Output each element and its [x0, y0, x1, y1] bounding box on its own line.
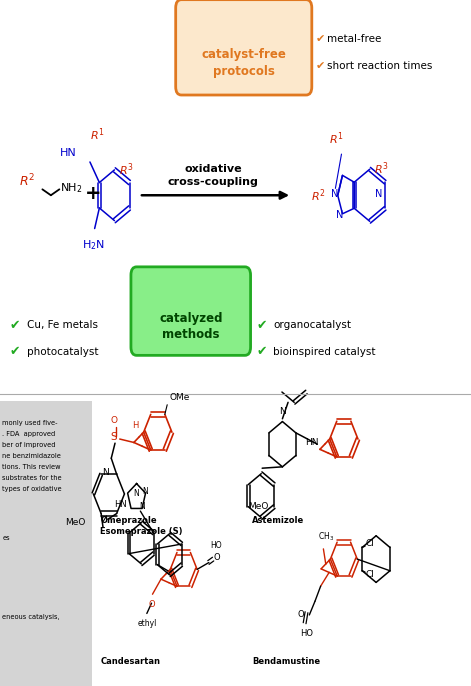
Text: O: O [148, 600, 155, 608]
Text: Bendamustine: Bendamustine [252, 657, 320, 665]
Text: O: O [214, 552, 220, 562]
Text: . FDA  approved: . FDA approved [2, 431, 56, 437]
Text: eneous catalysis,: eneous catalysis, [2, 614, 60, 620]
Text: es: es [2, 535, 10, 541]
Text: NH$_2$: NH$_2$ [60, 181, 83, 195]
Text: OMe: OMe [170, 393, 190, 402]
Text: metal-free: metal-free [327, 34, 382, 45]
Text: N: N [279, 407, 286, 416]
Text: $R^2$: $R^2$ [311, 187, 326, 204]
Text: N: N [375, 189, 382, 199]
Text: ne benzimidazole: ne benzimidazole [2, 453, 61, 459]
Text: N: N [331, 189, 339, 199]
Text: MeO: MeO [248, 502, 268, 511]
Text: catalyst-free
protocols: catalyst-free protocols [202, 48, 286, 78]
Text: N: N [336, 210, 343, 220]
Text: Candesartan: Candesartan [100, 657, 160, 665]
Text: O: O [110, 416, 117, 425]
FancyBboxPatch shape [131, 267, 251, 355]
Text: ber of improved: ber of improved [2, 442, 56, 448]
Text: H: H [132, 421, 138, 431]
Text: HO: HO [210, 541, 222, 550]
FancyBboxPatch shape [176, 0, 312, 95]
Text: +: + [85, 184, 102, 203]
Text: N: N [103, 469, 109, 477]
Text: ✔: ✔ [9, 345, 20, 358]
Text: oxidative
cross-coupling: oxidative cross-coupling [168, 164, 258, 187]
Text: ✔: ✔ [257, 319, 267, 332]
Text: N: N [142, 487, 148, 497]
Text: substrates for the: substrates for the [2, 475, 62, 481]
Text: $R^1$: $R^1$ [89, 126, 105, 143]
Text: short reaction times: short reaction times [327, 61, 433, 71]
Text: N: N [139, 502, 145, 512]
Text: N: N [133, 489, 138, 499]
Text: $R^3$: $R^3$ [119, 162, 134, 178]
Text: organocatalyst: organocatalyst [273, 320, 351, 331]
Text: HO: HO [300, 628, 313, 638]
Text: Cu, Fe metals: Cu, Fe metals [27, 320, 98, 331]
Text: monly used five-: monly used five- [2, 420, 58, 426]
Text: HN: HN [305, 438, 318, 447]
Text: ✔: ✔ [9, 319, 20, 332]
Text: Cl: Cl [366, 539, 375, 549]
Text: tions. This review: tions. This review [2, 464, 61, 470]
Text: ✔: ✔ [316, 34, 325, 45]
Text: types of oxidative: types of oxidative [2, 486, 62, 492]
Text: $R^3$: $R^3$ [374, 161, 389, 178]
Text: Omeprazole
Esomeprazole (S): Omeprazole Esomeprazole (S) [100, 516, 183, 536]
Text: ✔: ✔ [257, 345, 267, 358]
FancyBboxPatch shape [0, 401, 92, 686]
Text: MeO: MeO [65, 518, 85, 528]
Text: Astemizole: Astemizole [252, 516, 304, 525]
Text: bioinspired catalyst: bioinspired catalyst [273, 347, 376, 357]
Text: O: O [298, 611, 305, 619]
Text: ethyl: ethyl [138, 619, 157, 628]
Text: HN: HN [114, 499, 127, 509]
Text: HN: HN [60, 148, 77, 158]
Text: CH$_3$: CH$_3$ [317, 531, 334, 543]
Text: $R^1$: $R^1$ [329, 130, 344, 147]
Text: H$_2$N: H$_2$N [82, 238, 105, 252]
Text: photocatalyst: photocatalyst [27, 347, 99, 357]
Text: $R^2$: $R^2$ [19, 173, 35, 190]
Text: Cl: Cl [366, 569, 375, 579]
Text: ✔: ✔ [316, 61, 325, 71]
Text: catalyzed
methods: catalyzed methods [159, 312, 222, 342]
Text: S: S [111, 432, 117, 442]
